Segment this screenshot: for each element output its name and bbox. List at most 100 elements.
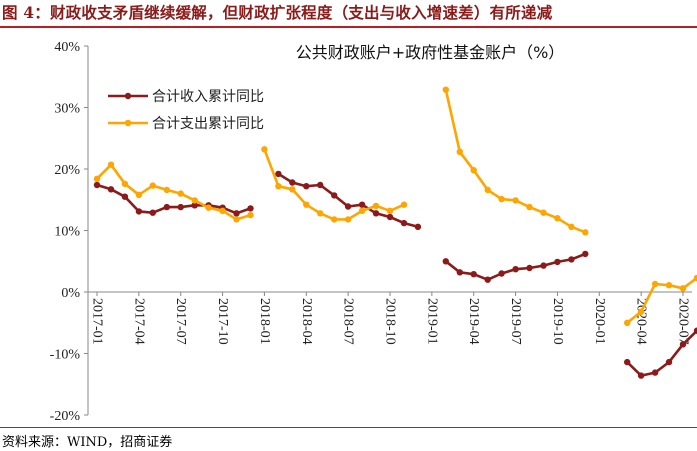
data-point [358,207,366,214]
y-tick-label: -10% [50,348,81,363]
data-point [498,270,505,277]
x-axis: 2017-01 2017-04 2017-07 2017-10 2018-01 2018-… [90,292,691,345]
legend-marker-income [124,92,132,100]
data-point [107,161,115,168]
data-point [135,191,143,198]
data-point [400,219,408,227]
data-point [93,181,101,189]
figure-header: 图 4：财政收支矛盾继续缓解，但财政扩张程度（支出与收入增速差）有所递减 [0,0,697,24]
x-tick-label: 2018-01 [257,298,272,345]
data-point [331,192,338,199]
series-expense [93,86,697,326]
data-point [554,215,561,222]
data-point [637,372,645,379]
data-point [191,197,198,204]
data-point [275,170,282,178]
data-point [526,264,533,272]
x-tick-label: 2017-10 [215,298,230,345]
data-point [191,202,198,209]
data-point [275,183,282,190]
data-point [289,186,296,193]
series-line-segment [444,89,586,234]
data-point [372,202,380,210]
header-divider [0,26,697,28]
data-point [317,181,324,189]
chart-title: 公共财政账户+政府性基金账户（%） [296,43,565,62]
legend-item-income: 合计收入累计同比 [108,89,264,105]
series-line-segment [263,148,405,221]
y-tick-label: 20% [54,163,80,178]
data-point [303,183,310,190]
x-tick-label: 2018-04 [299,298,314,345]
data-point [679,285,687,292]
data-point [317,210,324,217]
data-point [372,210,380,217]
x-tick-label: 2019-10 [550,298,565,345]
series-line-segment [626,329,697,377]
data-point [386,213,394,221]
data-point [414,223,422,230]
data-point [540,209,547,216]
data-point [93,175,101,182]
data-point [400,201,408,208]
data-point [651,280,659,288]
x-tick-label: 2020-01 [592,298,607,345]
data-point [386,207,394,214]
data-point [442,86,449,93]
data-point [233,210,240,217]
data-point [289,179,296,186]
data-point [470,271,477,278]
data-point [693,327,697,334]
data-point [624,319,631,326]
x-tick-label: 2019-07 [508,298,523,345]
data-point [526,203,533,211]
y-axis: 40% 30% 20% 10% 0% -10% -20% [50,40,88,424]
x-tick-label: 2017-04 [131,298,146,345]
data-point [149,182,156,189]
data-point [624,358,631,366]
data-point [665,282,673,289]
data-point [344,216,352,223]
series-line-segment [96,163,251,221]
data-point [121,193,129,200]
footer-divider [0,427,697,428]
x-tick-label: 2019-04 [466,298,481,345]
data-point [205,204,212,211]
x-tick-label: 2018-10 [383,298,398,345]
source-note: 资料来源：WIND，招商证券 [2,435,173,450]
y-tick-label: -20% [50,409,81,424]
data-point [512,266,519,273]
line-chart: 公共财政账户+政府性基金账户（%） 40% 30% 20% 10% 0% -10% -20%… [50,40,697,424]
y-tick-label: 10% [54,225,80,240]
data-point [665,358,673,366]
x-tick-label: 2017-01 [90,298,105,345]
y-tick-label: 30% [54,102,80,117]
legend-item-expense: 合计支出累计同比 [108,116,264,132]
legend-label-expense: 合计支出累计同比 [152,116,264,132]
data-point [484,276,491,283]
data-point [679,341,687,348]
data-point [163,203,170,211]
data-point [233,216,240,223]
x-tick-label: 2020-07 [676,298,691,345]
x-tick-label: 2017-07 [173,298,188,345]
legend-label-income: 合计收入累计同比 [152,89,264,105]
data-point [498,195,505,203]
data-point [484,186,491,194]
x-tick-label: 2018-07 [341,298,356,345]
data-point [470,167,477,174]
data-point [149,209,156,216]
data-point [219,207,226,214]
series-line-segment [96,183,251,215]
figure-title: 图 4：财政收支矛盾继续缓解，但财政扩张程度（支出与收入增速差）有所递减 [2,3,553,22]
data-point [303,201,310,208]
data-point [568,223,575,230]
data-point [344,203,352,210]
data-point [568,256,575,263]
x-tick-label: 2020-04 [634,298,649,345]
y-tick-label: 0% [61,286,80,301]
data-point [456,148,463,155]
data-point [637,308,645,315]
y-tick-label: 40% [54,40,80,55]
